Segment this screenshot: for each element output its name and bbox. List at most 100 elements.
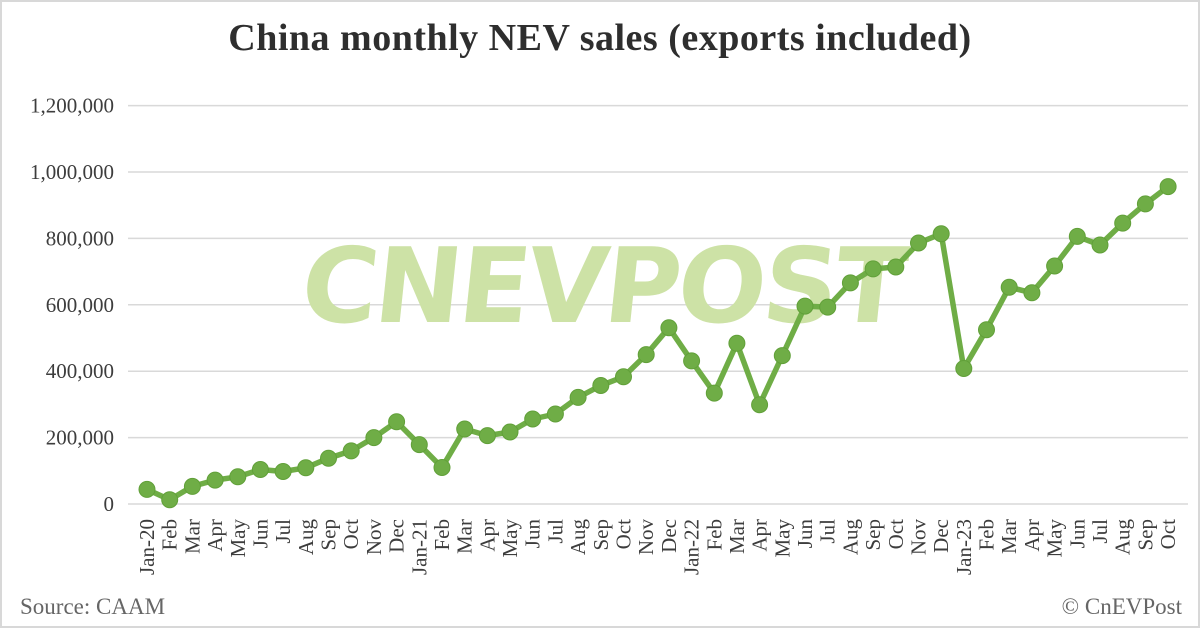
series-line <box>144 183 1171 503</box>
data-point <box>1159 178 1177 196</box>
x-axis-label: Jul <box>543 519 567 544</box>
data-point <box>251 461 269 478</box>
x-axis-label: Nov <box>906 519 930 556</box>
x-axis-label: Apr <box>748 519 772 552</box>
x-axis-label: Mar <box>453 519 477 554</box>
data-point <box>161 491 179 509</box>
x-axis-label: Mar <box>180 519 204 554</box>
data-point <box>365 429 383 447</box>
x-axis-label: Sep <box>861 519 885 551</box>
data-point <box>456 420 474 438</box>
data-point <box>1136 195 1154 213</box>
y-axis-label: 0 <box>104 492 115 516</box>
x-axis-label: Apr <box>203 519 227 552</box>
x-axis-label: Aug <box>566 519 590 556</box>
data-point <box>683 352 701 370</box>
x-axis-label: Mar <box>725 519 749 554</box>
data-point <box>433 459 451 476</box>
data-point <box>206 471 224 489</box>
x-axis-label: Nov <box>362 519 386 556</box>
y-axis-label: 1,000,000 <box>30 160 114 184</box>
x-axis-label: Jun <box>793 519 817 549</box>
data-point <box>478 427 496 445</box>
y-axis-label: 200,000 <box>46 426 114 450</box>
x-axis-label: Apr <box>475 519 499 552</box>
x-axis-label: May <box>226 519 250 558</box>
x-axis-label: Feb <box>158 519 182 551</box>
x-axis-label: May <box>1043 519 1067 558</box>
data-point <box>1023 284 1041 302</box>
x-axis-label: Sep <box>1133 519 1157 551</box>
data-point <box>501 423 519 441</box>
x-axis-label: Dec <box>929 519 953 553</box>
copyright-caption: © CnEVPost <box>1061 594 1182 619</box>
data-point <box>841 274 859 292</box>
data-point <box>1091 236 1109 254</box>
x-axis-label: Jan-20 <box>135 519 159 575</box>
chart-title: China monthly NEV sales (exports include… <box>228 17 972 59</box>
data-point <box>773 347 791 365</box>
data-point <box>887 258 905 276</box>
x-axis-label: Jun <box>248 519 272 549</box>
data-point <box>819 298 837 316</box>
x-axis-label: Feb <box>430 519 454 551</box>
y-axis-label: 1,200,000 <box>30 94 114 118</box>
data-point <box>910 234 927 252</box>
data-point <box>864 260 882 278</box>
data-point <box>705 384 723 402</box>
data-point <box>637 346 655 364</box>
data-point <box>955 360 973 377</box>
x-axis-label: May <box>498 519 522 558</box>
x-axis-label: May <box>770 519 794 558</box>
source-caption: Source: CAAM <box>20 594 166 619</box>
data-point <box>183 477 201 495</box>
data-point <box>978 321 995 339</box>
data-point <box>796 297 814 315</box>
data-point <box>615 368 632 386</box>
x-axis-label: Aug <box>838 519 862 556</box>
y-axis-label: 600,000 <box>46 293 114 317</box>
data-point <box>297 459 315 477</box>
x-axis-label: Mar <box>997 519 1021 554</box>
data-point <box>342 442 360 460</box>
x-axis-label: Nov <box>634 519 658 556</box>
x-axis-label: Oct <box>611 519 635 549</box>
data-point <box>138 480 156 498</box>
y-axis-label: 400,000 <box>46 359 114 383</box>
data-point <box>388 413 406 431</box>
data-point <box>274 463 292 480</box>
x-axis-label: Jun <box>1065 519 1089 549</box>
data-point <box>524 410 542 428</box>
x-axis-label: Oct <box>1156 519 1180 549</box>
data-point <box>592 377 610 394</box>
x-axis-label: Jan-23 <box>952 519 976 575</box>
data-point <box>1068 227 1086 245</box>
x-axis-label: Feb <box>975 519 999 551</box>
data-point <box>751 396 769 414</box>
x-axis-label: Jul <box>271 519 295 544</box>
x-axis-label: Jun <box>521 519 545 549</box>
data-point <box>320 449 337 467</box>
data-point <box>229 468 247 486</box>
data-point <box>728 334 746 352</box>
x-axis-label: Sep <box>317 519 341 551</box>
x-axis-label: Aug <box>294 519 318 556</box>
x-axis-label: Jul <box>1088 519 1112 544</box>
x-axis-label: Dec <box>657 519 681 553</box>
data-point <box>569 388 587 406</box>
x-axis-label: Sep <box>589 519 613 551</box>
x-axis-label: Oct <box>884 519 908 549</box>
watermark-text: CNEVPOST <box>296 225 913 347</box>
data-point <box>1046 257 1064 275</box>
data-point <box>932 225 950 243</box>
data-point <box>1000 278 1018 296</box>
x-axis-label: Feb <box>702 519 726 551</box>
data-point <box>410 436 428 454</box>
x-axis-label: Aug <box>1111 519 1135 556</box>
x-axis-label: Jul <box>816 519 840 544</box>
x-axis-label: Dec <box>385 519 409 553</box>
x-axis-label: Jan-21 <box>407 519 431 575</box>
data-point <box>546 405 564 423</box>
